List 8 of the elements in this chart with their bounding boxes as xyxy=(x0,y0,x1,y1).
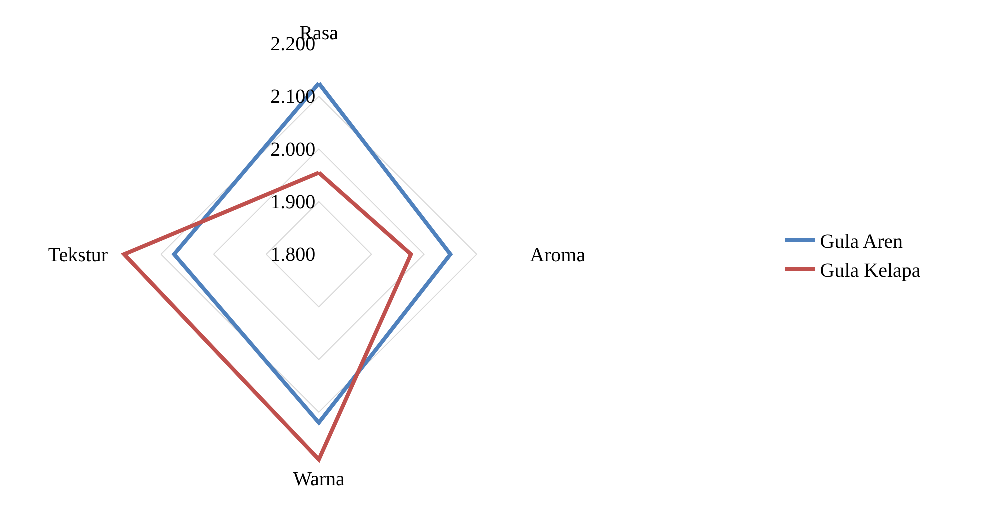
y-tick-label: 1.800 xyxy=(270,244,316,266)
legend-label: Gula Aren xyxy=(820,230,904,253)
y-tick-label: 1.900 xyxy=(270,191,316,214)
spoke-label: Warna xyxy=(293,468,346,490)
y-tick-label: 2.000 xyxy=(270,138,316,161)
spoke-label: Tekstur xyxy=(48,244,108,266)
spoke-label: Aroma xyxy=(530,244,586,266)
legend-label: Gula Kelapa xyxy=(820,260,921,282)
